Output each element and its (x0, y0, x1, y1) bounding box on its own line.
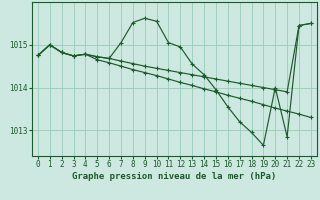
X-axis label: Graphe pression niveau de la mer (hPa): Graphe pression niveau de la mer (hPa) (72, 172, 276, 181)
